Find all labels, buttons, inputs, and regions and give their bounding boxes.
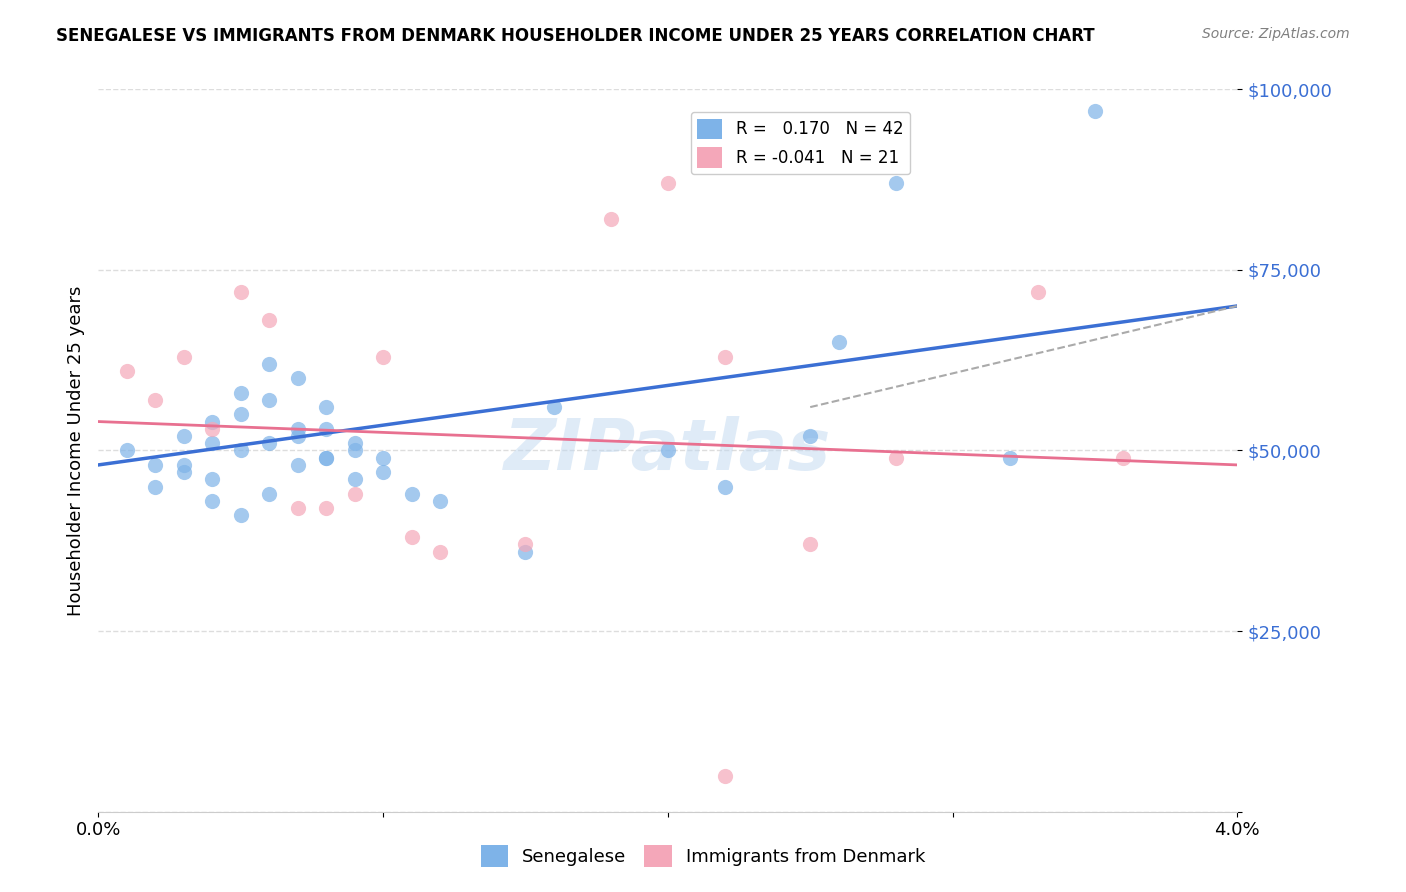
Point bbox=[287, 458, 309, 472]
Point bbox=[145, 480, 167, 494]
Point bbox=[259, 487, 281, 501]
Text: SENEGALESE VS IMMIGRANTS FROM DENMARK HOUSEHOLDER INCOME UNDER 25 YEARS CORRELAT: SENEGALESE VS IMMIGRANTS FROM DENMARK HO… bbox=[56, 27, 1095, 45]
Point bbox=[173, 465, 195, 479]
Point bbox=[287, 501, 309, 516]
Point bbox=[714, 350, 737, 364]
Point bbox=[884, 176, 907, 190]
Point bbox=[229, 407, 252, 421]
Point bbox=[657, 176, 679, 190]
Point bbox=[657, 443, 679, 458]
Point bbox=[201, 415, 224, 429]
Point bbox=[799, 537, 821, 551]
Point bbox=[429, 494, 451, 508]
Point bbox=[229, 285, 252, 299]
Point bbox=[115, 364, 138, 378]
Point bbox=[201, 422, 224, 436]
Point bbox=[315, 422, 337, 436]
Point bbox=[343, 472, 366, 486]
Point bbox=[371, 465, 394, 479]
Point bbox=[145, 392, 167, 407]
Point bbox=[259, 357, 281, 371]
Point bbox=[343, 436, 366, 450]
Point bbox=[173, 350, 195, 364]
Point bbox=[1112, 450, 1135, 465]
Point bbox=[259, 313, 281, 327]
Point bbox=[371, 450, 394, 465]
Point bbox=[259, 436, 281, 450]
Point bbox=[229, 508, 252, 523]
Point bbox=[315, 450, 337, 465]
Point bbox=[315, 501, 337, 516]
Point bbox=[401, 530, 423, 544]
Point bbox=[173, 458, 195, 472]
Point bbox=[543, 400, 565, 414]
Legend: R =   0.170   N = 42, R = -0.041   N = 21: R = 0.170 N = 42, R = -0.041 N = 21 bbox=[690, 112, 910, 174]
Point bbox=[998, 450, 1021, 465]
Point bbox=[714, 480, 737, 494]
Point bbox=[884, 450, 907, 465]
Point bbox=[315, 400, 337, 414]
Point bbox=[429, 544, 451, 558]
Point bbox=[229, 443, 252, 458]
Point bbox=[315, 450, 337, 465]
Point bbox=[287, 429, 309, 443]
Point bbox=[201, 436, 224, 450]
Point bbox=[229, 385, 252, 400]
Point bbox=[173, 429, 195, 443]
Point bbox=[287, 422, 309, 436]
Point bbox=[799, 429, 821, 443]
Point bbox=[115, 443, 138, 458]
Text: Source: ZipAtlas.com: Source: ZipAtlas.com bbox=[1202, 27, 1350, 41]
Point bbox=[515, 544, 537, 558]
Point bbox=[145, 458, 167, 472]
Point bbox=[714, 769, 737, 783]
Point bbox=[201, 494, 224, 508]
Legend: Senegalese, Immigrants from Denmark: Senegalese, Immigrants from Denmark bbox=[474, 838, 932, 874]
Point bbox=[343, 487, 366, 501]
Point bbox=[600, 212, 623, 227]
Y-axis label: Householder Income Under 25 years: Householder Income Under 25 years bbox=[66, 285, 84, 615]
Point bbox=[401, 487, 423, 501]
Point bbox=[828, 334, 851, 349]
Point bbox=[515, 537, 537, 551]
Point bbox=[1084, 103, 1107, 118]
Point bbox=[259, 392, 281, 407]
Point bbox=[343, 443, 366, 458]
Point bbox=[1026, 285, 1049, 299]
Point bbox=[201, 472, 224, 486]
Point bbox=[287, 371, 309, 385]
Point bbox=[371, 350, 394, 364]
Text: ZIPatlas: ZIPatlas bbox=[505, 416, 831, 485]
